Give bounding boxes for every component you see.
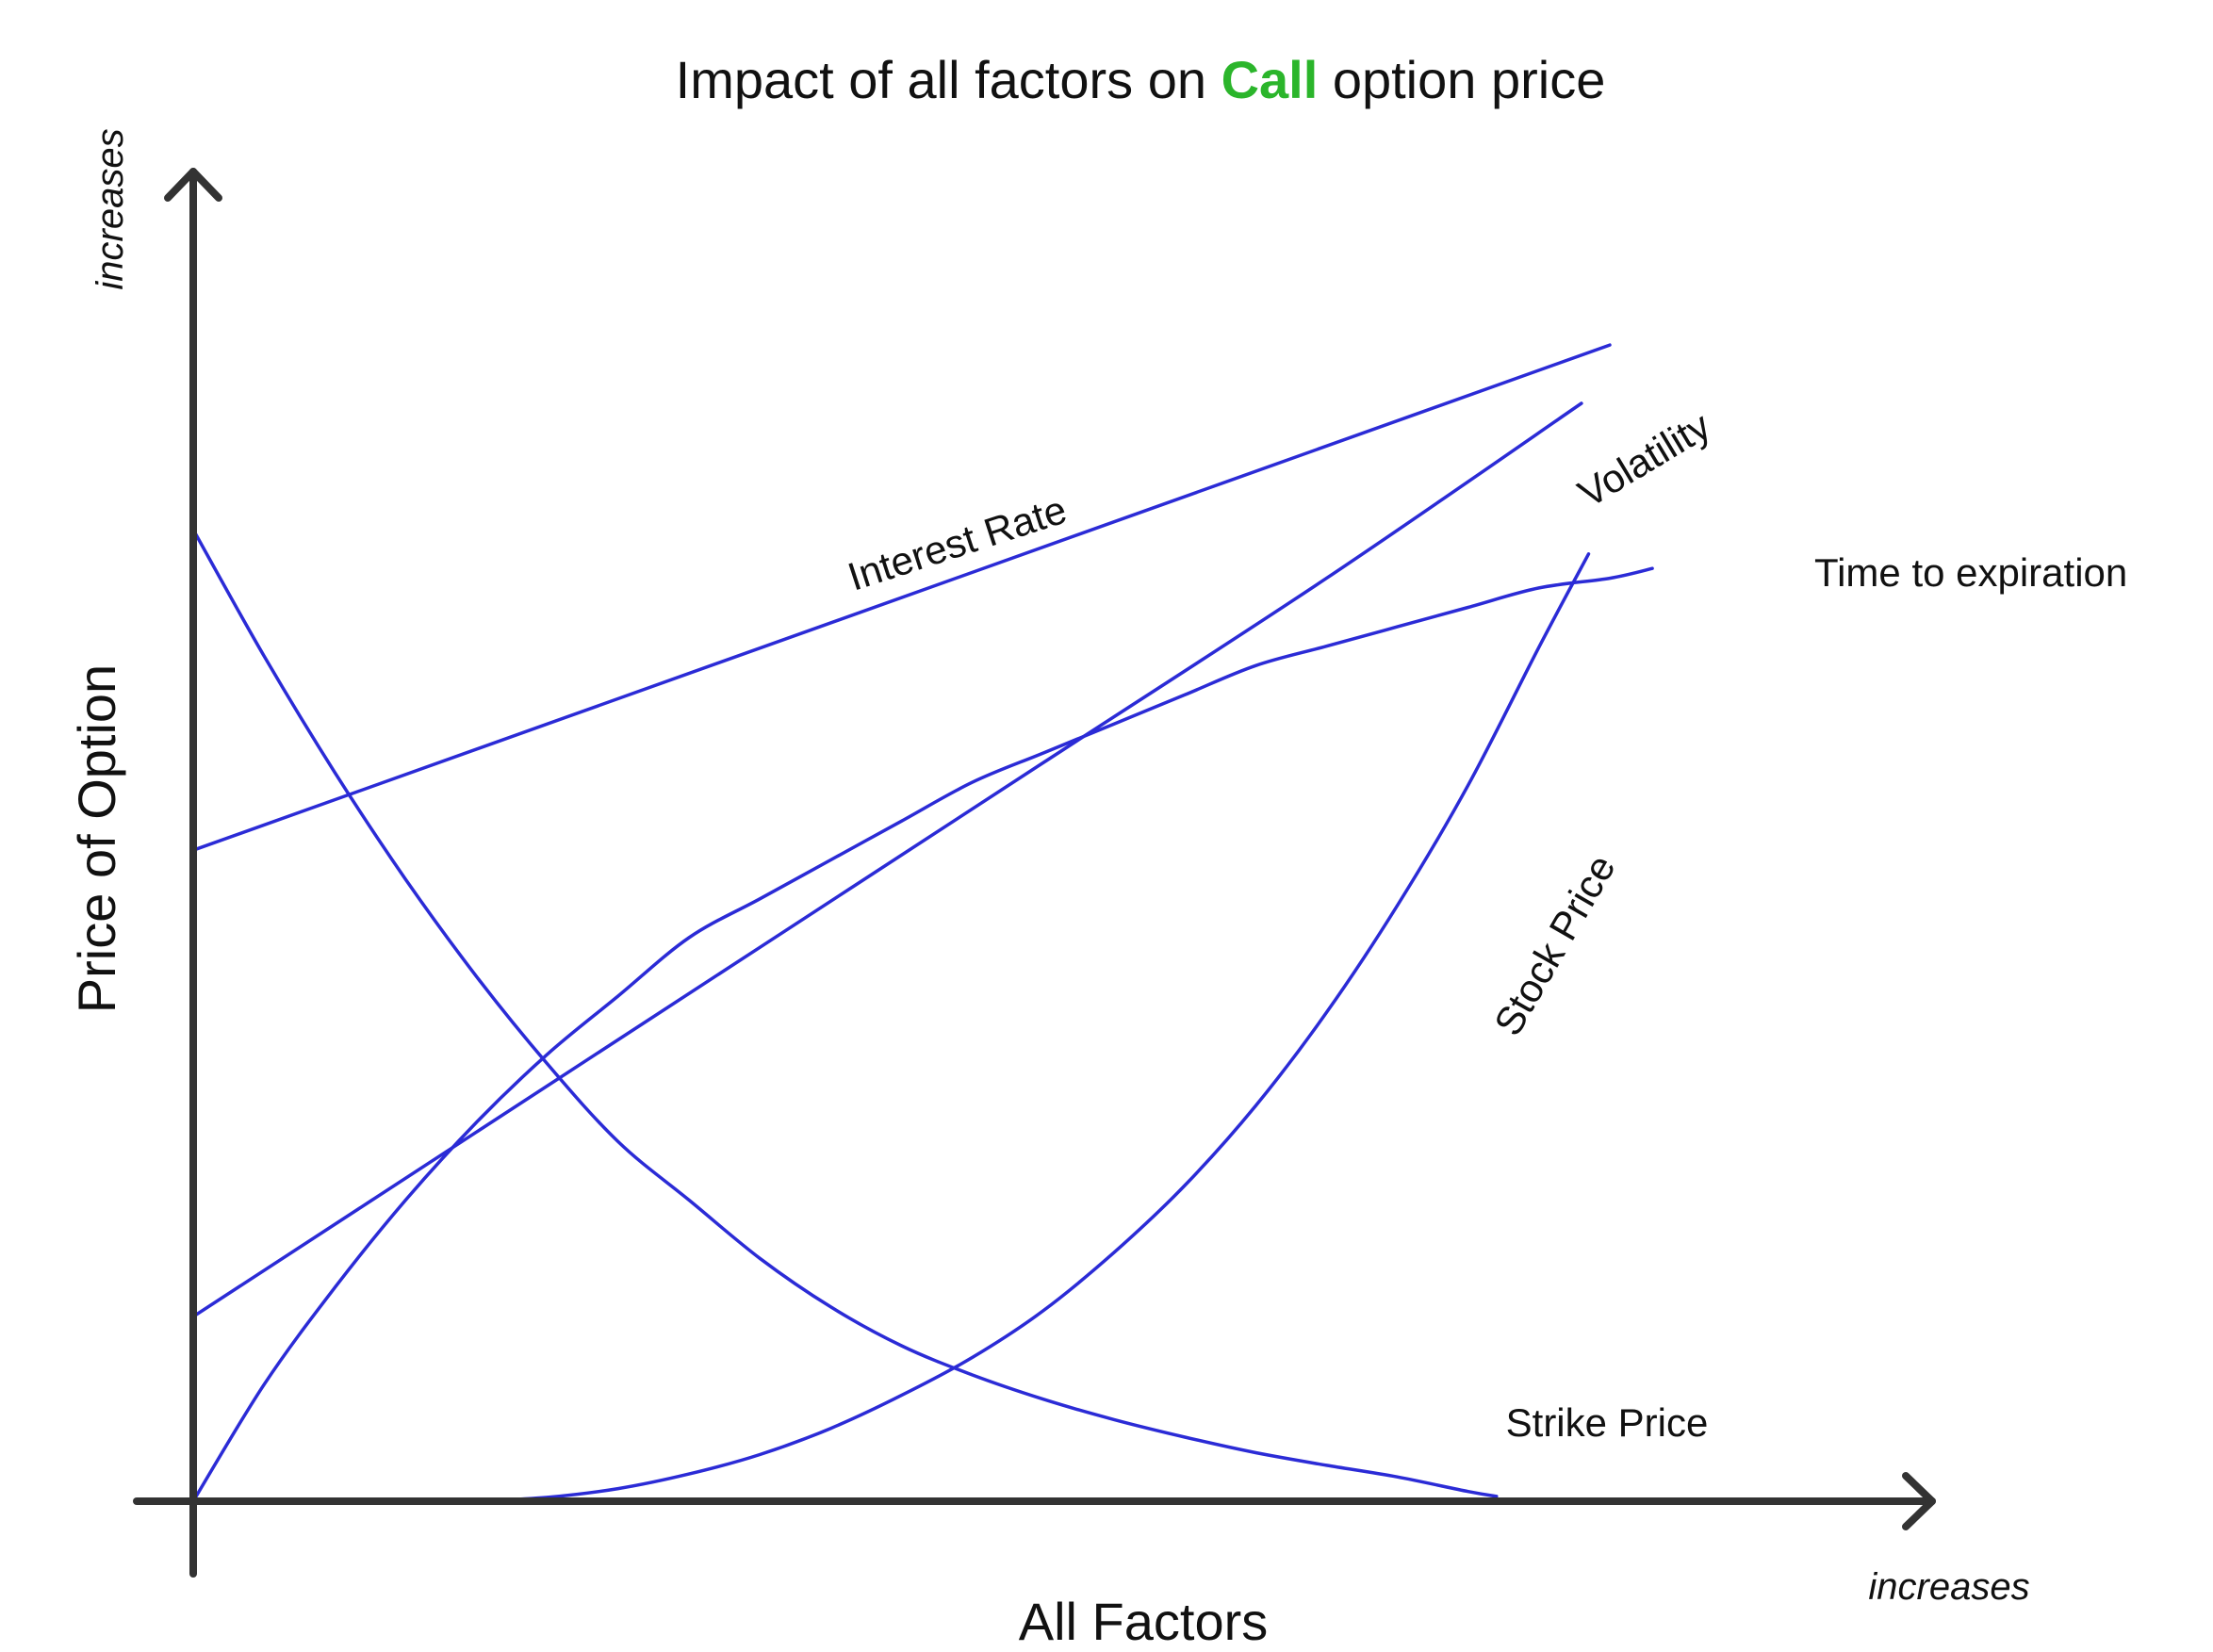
series-layer [191,343,1654,1503]
series-label-stock-price: Stock Price [1485,847,1624,1042]
series-label-time-to-expiration: Time to expiration [1814,550,2127,595]
series-line-stock-price [474,552,1591,1503]
chart-title-highlight: Call [1221,50,1319,109]
series-label-volatility: Volatility [1570,403,1717,516]
y-direction-label: increases [90,128,131,289]
y-axis-arrow-icon [164,168,222,202]
series-line-strike-price [191,528,1499,1498]
axes-layer [133,168,1936,1578]
chart-title: Impact of all factors on Call option pri… [675,50,1606,109]
x-axis-label: All Factors [1019,1592,1269,1651]
series-line-volatility [191,401,1583,1318]
labels-layer: Price of Option All Factors increases in… [67,128,2127,1651]
series-line-time-to-expiration [191,566,1654,1503]
x-direction-label: increases [1868,1566,2029,1608]
series-line-interest-rate [191,343,1612,852]
series-label-strike-price: Strike Price [1506,1400,1709,1445]
x-axis-arrow-icon [1902,1472,1936,1530]
series-label-interest-rate: Interest Rate [843,487,1072,599]
y-axis-label: Price of Option [67,664,126,1013]
